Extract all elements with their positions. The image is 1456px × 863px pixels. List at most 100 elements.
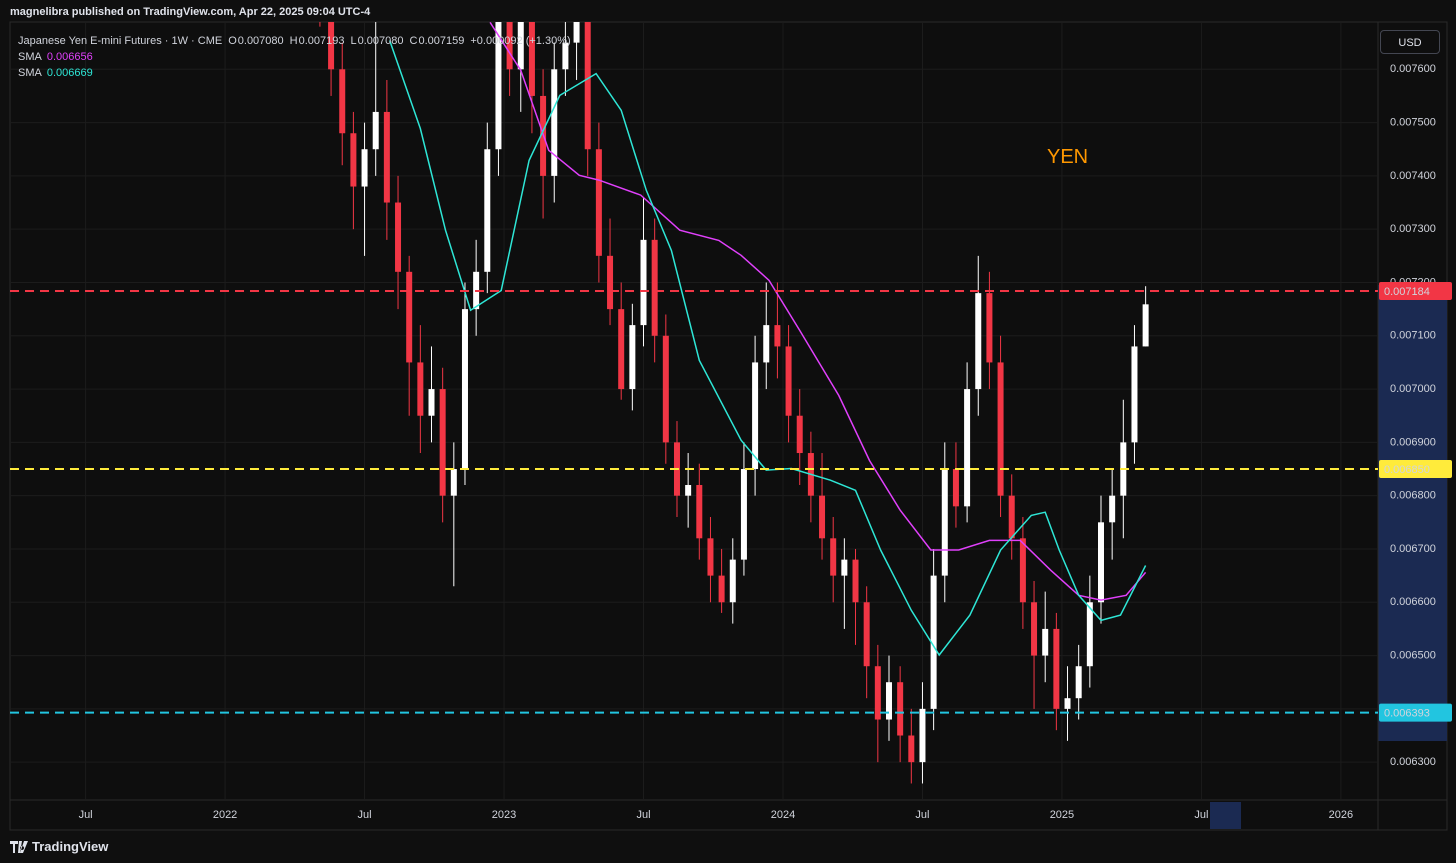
x-tick-label: 2023: [492, 809, 516, 821]
candle-body: [1031, 602, 1038, 656]
candle-body: [941, 469, 948, 576]
candle-body: [461, 309, 468, 470]
legend-row: SMA 0.006669: [18, 65, 571, 81]
candle-body: [796, 415, 803, 454]
candle-body: [785, 346, 792, 416]
candle-body: [997, 362, 1004, 496]
x-tick-label: 2026: [1329, 809, 1353, 821]
axis-highlight: [1210, 802, 1241, 829]
candle-body: [707, 538, 714, 576]
candle-body: [372, 111, 379, 150]
candle-body: [718, 575, 725, 603]
candle-body: [1019, 538, 1026, 603]
level-label: 0.007184: [1384, 286, 1430, 298]
candle-body: [685, 485, 692, 496]
candle-body: [350, 133, 357, 187]
brand: TradingView: [32, 839, 109, 854]
candle-body: [383, 111, 390, 203]
candle-body: [528, 22, 535, 96]
legend-name: SMA: [18, 67, 42, 79]
candle-body: [395, 202, 402, 272]
candle-body: [506, 22, 513, 70]
legend-name: SMA: [18, 51, 42, 63]
candle-body: [897, 682, 904, 736]
x-tick-label: Jul: [358, 809, 372, 821]
currency-button[interactable]: USD: [1380, 30, 1440, 54]
candle-body: [361, 149, 368, 187]
level-label: 0.006850: [1384, 464, 1430, 476]
ohlc-value: 0.007080: [357, 35, 404, 47]
candle-body: [1109, 495, 1116, 523]
candle-body: [919, 708, 926, 763]
candle-body: [640, 239, 647, 326]
x-tick-label: 2025: [1050, 809, 1074, 821]
candle-body: [629, 325, 636, 390]
candle-body: [662, 335, 669, 443]
candle-body: [863, 602, 870, 667]
level-badge: [1379, 460, 1452, 479]
y-tick-label: 0.006900: [1390, 436, 1436, 448]
candle-body: [1097, 522, 1104, 603]
candle-body: [573, 22, 580, 43]
legend-value: 0.006669: [46, 67, 93, 79]
candle-body: [495, 22, 502, 150]
y-tick-label: 0.006500: [1390, 649, 1436, 661]
candle-body: [1142, 304, 1149, 347]
level-label: 0.006393: [1384, 707, 1430, 719]
candle-body: [964, 389, 971, 507]
candle-body: [584, 22, 591, 150]
sma-line: [489, 22, 1147, 601]
ohlc-key: L: [350, 35, 357, 47]
candle-body: [450, 469, 457, 496]
ohlc-key: O: [228, 35, 237, 47]
candle-body: [819, 495, 826, 539]
x-tick-label: Jul: [79, 809, 93, 821]
candle-body: [339, 69, 346, 134]
legend-value: 0.006656: [46, 51, 93, 63]
candle-body: [740, 469, 747, 560]
grid: [10, 22, 1378, 800]
ohlc-value: 0.007080: [237, 35, 284, 47]
plot-frame: [9, 21, 1448, 831]
candle-body: [1053, 628, 1060, 709]
x-tick-label: 2024: [771, 809, 795, 821]
candle-body: [885, 682, 892, 720]
candle-body: [930, 575, 937, 709]
candle-body: [908, 735, 915, 763]
axis-highlight: [1378, 285, 1447, 741]
y-tick-label: 0.007400: [1390, 170, 1436, 182]
y-tick-label: 0.006300: [1390, 756, 1436, 768]
candle-body: [986, 293, 993, 363]
level-badge: [1379, 282, 1452, 301]
candle-body: [517, 22, 524, 70]
axes: 0.0063000.0064000.0065000.0066000.006700…: [10, 63, 1452, 821]
level-badge: [1379, 703, 1452, 722]
y-tick-label: 0.007600: [1390, 63, 1436, 75]
candle-body: [1131, 346, 1138, 443]
candle-body: [428, 389, 435, 416]
candle-body: [562, 42, 569, 70]
y-tick-label: 0.006600: [1390, 596, 1436, 608]
candle-body: [595, 149, 602, 256]
candle-body: [484, 149, 491, 272]
candle-body: [328, 22, 335, 70]
y-tick-label: 0.007500: [1390, 116, 1436, 128]
change: +0.000092 (+1.30%): [470, 35, 571, 47]
candle-body: [729, 559, 736, 603]
candle-body: [1075, 666, 1082, 699]
candle-body: [651, 239, 658, 336]
y-tick-label: 0.006700: [1390, 543, 1436, 555]
x-tick-label: Jul: [1194, 809, 1208, 821]
candle-body: [975, 293, 982, 390]
ohlc-key: C: [409, 35, 418, 47]
x-tick-label: Jul: [915, 809, 929, 821]
candle-body: [763, 325, 770, 363]
ohlc-value: 0.007193: [298, 35, 345, 47]
symbol-name: Japanese Yen E-mini Futures · 1W · CME: [18, 35, 223, 47]
candle-body: [417, 362, 424, 416]
candle-body: [1086, 602, 1093, 667]
candle-body: [551, 69, 558, 176]
candle-body: [1064, 698, 1071, 709]
